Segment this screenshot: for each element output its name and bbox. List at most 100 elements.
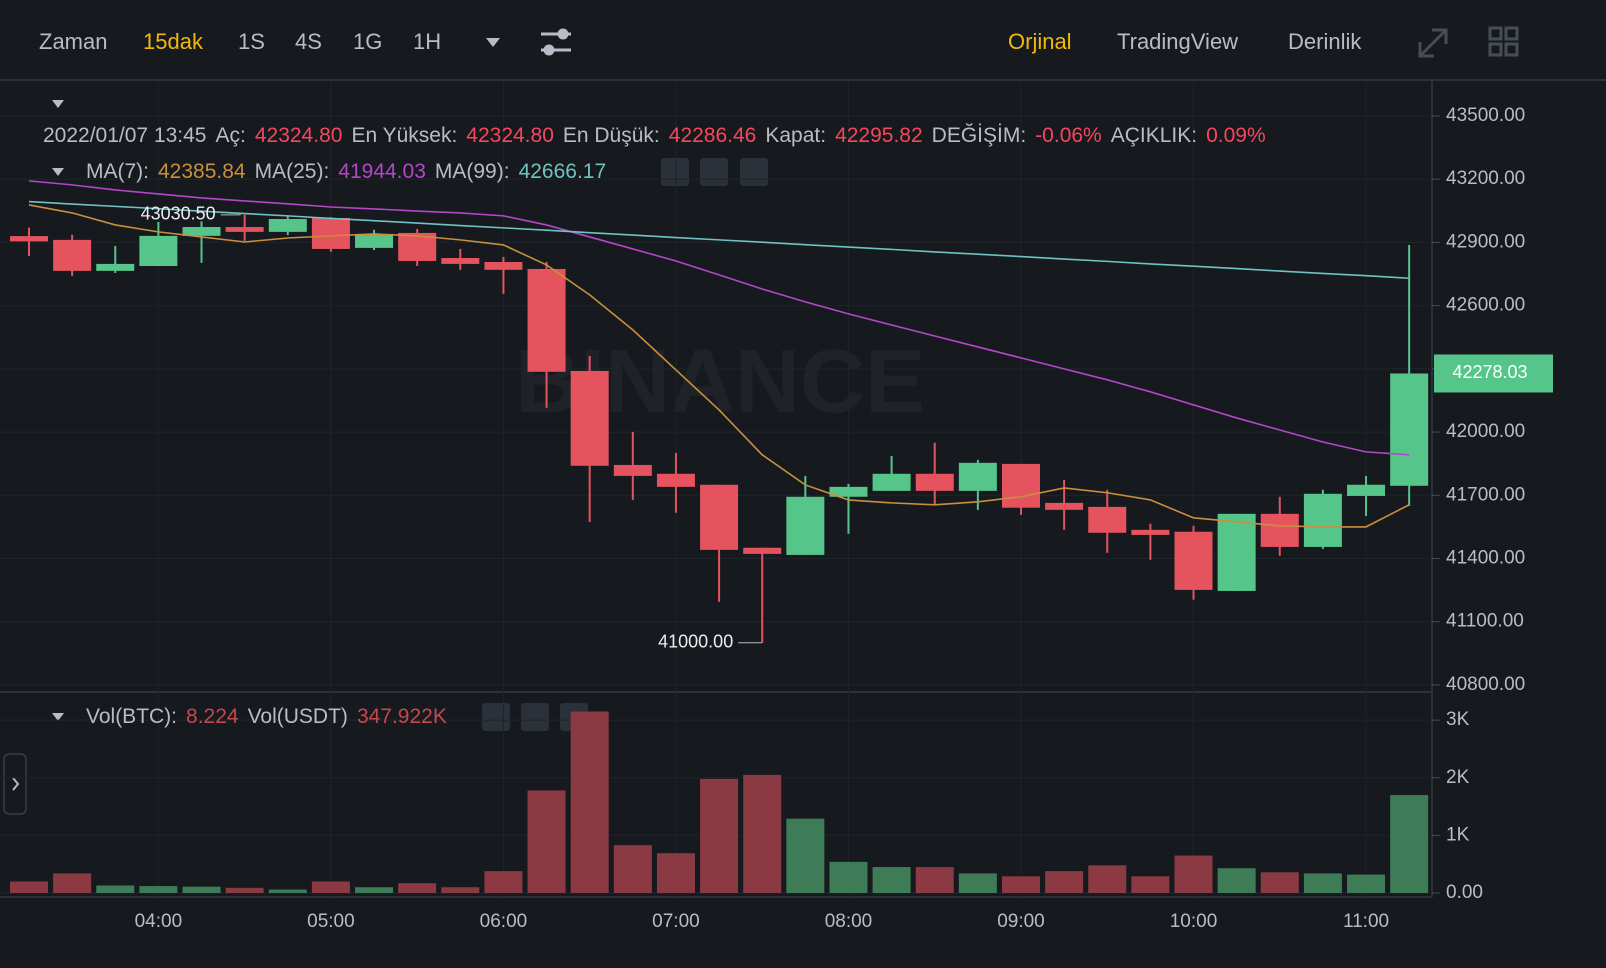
- x-tick-label: 10:00: [1170, 911, 1218, 932]
- volume-bar: [398, 883, 437, 893]
- volume-bar: [656, 853, 695, 893]
- volume-bar: [1088, 865, 1127, 893]
- ma-line: [28, 200, 1410, 280]
- candle-body: [311, 217, 350, 249]
- ma-value: 42666.17: [518, 160, 607, 183]
- volume-bar: [139, 886, 178, 893]
- volume-tick-label: 2K: [1446, 767, 1470, 788]
- info-value: 42295.82: [835, 124, 923, 147]
- volume-bar: [311, 881, 350, 893]
- ma-name: MA(7):: [86, 160, 149, 183]
- interval-button[interactable]: 4S: [295, 29, 322, 54]
- more-intervals[interactable]: [486, 38, 500, 47]
- last-price-label: 42278.03: [1452, 362, 1527, 382]
- volume-legend-value: 8.224: [186, 705, 239, 728]
- volume-bar: [1303, 873, 1342, 893]
- y-tick-label: 41700.00: [1446, 484, 1525, 505]
- view-tab[interactable]: Orjinal: [1008, 29, 1072, 54]
- ma-value: 41944.03: [338, 160, 426, 183]
- interval-button[interactable]: 15dak: [143, 29, 203, 54]
- interval-button[interactable]: 1H: [413, 29, 442, 54]
- x-tick-label: 11:00: [1343, 911, 1389, 932]
- eye-icon[interactable]: [482, 703, 510, 731]
- filter-icon[interactable]: [541, 28, 571, 56]
- low-label: 41000.00: [658, 632, 733, 652]
- info-value: 42286.46: [668, 124, 757, 147]
- high-label: 43030.50: [141, 204, 216, 224]
- volume-legend-value: 347.922K: [356, 705, 447, 728]
- ma-line: [28, 204, 1410, 528]
- candle-body: [743, 547, 782, 554]
- volume-tick-label: 1K: [1446, 824, 1470, 845]
- side-toggle[interactable]: [3, 753, 27, 815]
- x-tick-label: 06:00: [480, 911, 528, 932]
- candle-body: [1390, 373, 1429, 486]
- volume-bar: [1390, 795, 1429, 893]
- info-value: 42324.80: [466, 124, 554, 147]
- volume-bar: [743, 774, 782, 893]
- volume-bar: [786, 818, 825, 893]
- volume-bar: [915, 867, 954, 893]
- x-tick-label: 09:00: [997, 911, 1045, 932]
- volume-bar: [96, 885, 135, 893]
- volume-bar: [1174, 855, 1213, 893]
- candle-body: [96, 263, 135, 271]
- volume-bar: [829, 861, 868, 893]
- settings-icon[interactable]: [700, 158, 728, 186]
- interval-button: Zaman: [39, 29, 108, 54]
- view-tab[interactable]: TradingView: [1117, 29, 1239, 54]
- candle-body: [786, 496, 825, 555]
- x-tick-label: 08:00: [825, 911, 873, 932]
- volume-bar: [872, 867, 911, 893]
- volume-legend-label: Vol(USDT): [247, 705, 348, 728]
- candle-body: [1001, 463, 1040, 508]
- layout-icon[interactable]: [1488, 26, 1519, 57]
- volume-bar: [182, 886, 221, 893]
- candle-body: [1174, 531, 1213, 590]
- candle-body: [527, 268, 566, 372]
- view-tab[interactable]: Derinlik: [1288, 29, 1362, 54]
- candle-body: [570, 370, 609, 466]
- info-label: DEĞİŞİM:: [931, 124, 1027, 147]
- candle-body: [915, 473, 954, 491]
- volume-bar: [700, 778, 739, 893]
- candle-body: [656, 473, 695, 487]
- volume-tick-label: 0.00: [1446, 882, 1483, 903]
- info-value: 42324.80: [254, 124, 343, 147]
- candle-body: [1260, 513, 1299, 547]
- candle-body: [613, 464, 652, 476]
- volume-bar: [958, 873, 997, 893]
- last-price-box: [1434, 354, 1553, 393]
- info-value: 0.09%: [1206, 124, 1266, 147]
- eye-icon[interactable]: [661, 158, 689, 186]
- volume-bar: [1217, 868, 1256, 893]
- volume-tick-label: 3K: [1446, 709, 1470, 730]
- ohlc-info: 2022/01/07 13:45 Aç: 42324.80 En Yüksek: 423…: [43, 123, 1266, 149]
- ma-legend: MA(7): 42385.84 MA(25): 41944.03 MA(99): 4266…: [86, 159, 606, 185]
- y-tick-label: 43500.00: [1446, 105, 1525, 126]
- settings-icon[interactable]: [521, 703, 549, 731]
- info-label: En Düşük:: [562, 124, 660, 147]
- volume-legend: Vol(BTC): 8.224 Vol(USDT) 347.922K: [86, 704, 447, 730]
- interval-button[interactable]: 1G: [353, 29, 383, 54]
- candle-body: [1303, 493, 1342, 547]
- candle-body: [700, 484, 739, 550]
- fullscreen-icon[interactable]: [1418, 28, 1448, 58]
- collapse-icon[interactable]: [52, 168, 64, 176]
- ma-value: 42385.84: [158, 160, 246, 183]
- y-tick-label: 41400.00: [1446, 548, 1525, 569]
- y-tick-label: 41100.00: [1446, 611, 1524, 632]
- collapse-icon[interactable]: [52, 713, 64, 721]
- close-icon[interactable]: [740, 158, 768, 186]
- volume-bar: [1347, 874, 1386, 893]
- collapse-icon[interactable]: [52, 100, 64, 108]
- candle-body: [1217, 513, 1256, 591]
- candle-body: [10, 236, 48, 242]
- volume-bar: [613, 845, 652, 893]
- volume-bar: [1045, 871, 1084, 893]
- info-label: AÇIKLIK:: [1110, 124, 1198, 147]
- info-date: 2022/01/07 13:45: [43, 124, 207, 147]
- interval-button[interactable]: 1S: [238, 29, 265, 54]
- candle-body: [484, 262, 523, 270]
